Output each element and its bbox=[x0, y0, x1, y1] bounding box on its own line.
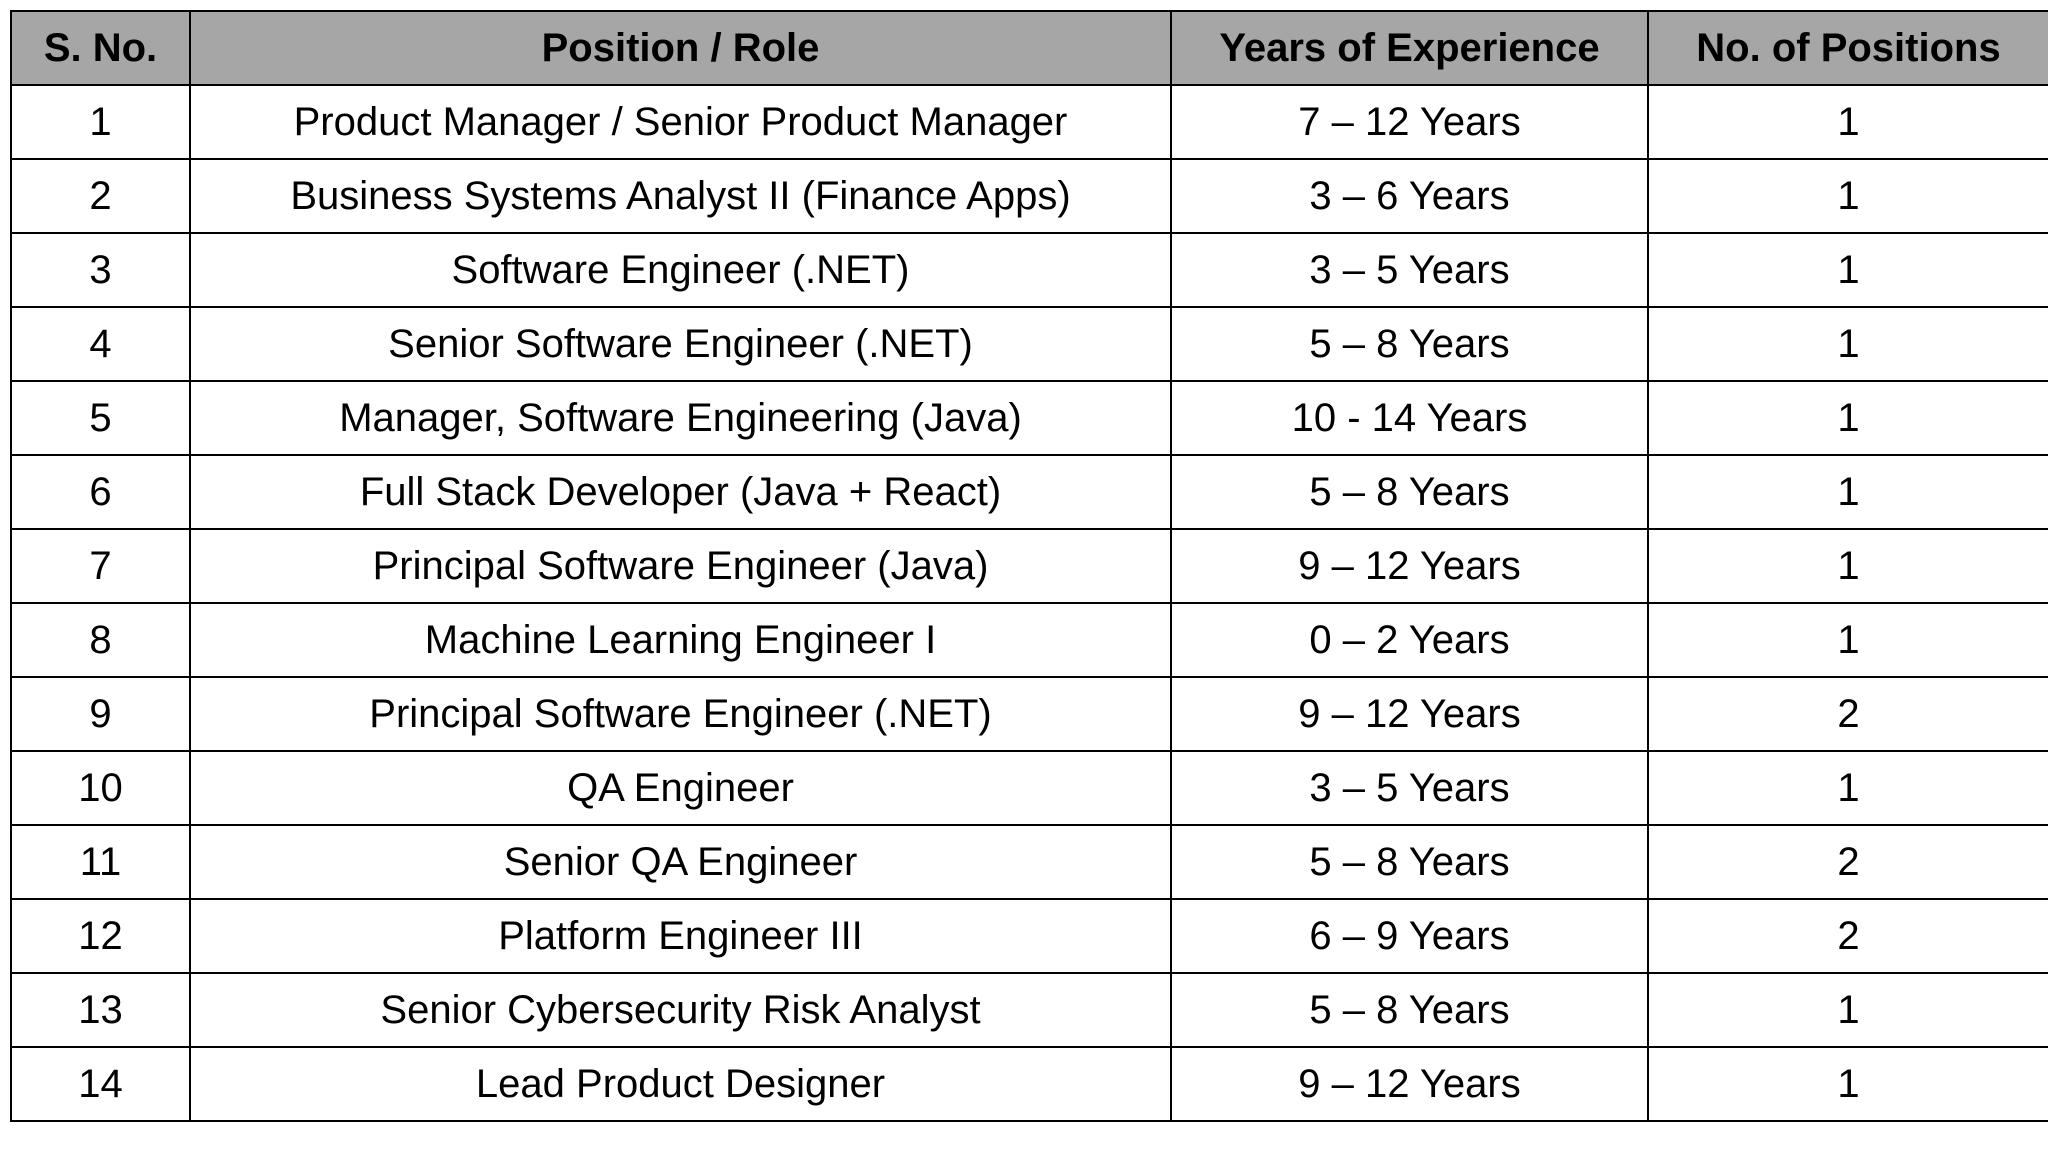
table-cell: 9 – 12 Years bbox=[1170, 676, 1649, 752]
table-cell: 5 – 8 Years bbox=[1170, 306, 1649, 382]
header-cell: S. No. bbox=[10, 10, 191, 86]
table-cell: Senior Software Engineer (.NET) bbox=[189, 306, 1172, 382]
table-cell: Senior QA Engineer bbox=[189, 824, 1172, 900]
table-cell: 14 bbox=[10, 1046, 191, 1122]
header-cell: No. of Positions bbox=[1647, 10, 2048, 86]
table-row: 10 QA Engineer 3 – 5 Years 1 bbox=[10, 750, 2048, 826]
table-cell: Machine Learning Engineer I bbox=[189, 602, 1172, 678]
table-row: 3 Software Engineer (.NET) 3 – 5 Years 1 bbox=[10, 232, 2048, 308]
table-cell: 1 bbox=[10, 84, 191, 160]
table-cell: 3 – 5 Years bbox=[1170, 750, 1649, 826]
table-row: 11 Senior QA Engineer 5 – 8 Years 2 bbox=[10, 824, 2048, 900]
table-cell: 1 bbox=[1647, 306, 2048, 382]
table-cell: Product Manager / Senior Product Manager bbox=[189, 84, 1172, 160]
table-cell: 2 bbox=[1647, 676, 2048, 752]
table-cell: 11 bbox=[10, 824, 191, 900]
table-cell: 1 bbox=[1647, 972, 2048, 1048]
table-row: 7 Principal Software Engineer (Java) 9 – 1… bbox=[10, 528, 2048, 604]
table-body: 1 Product Manager / Senior Product Manage… bbox=[10, 84, 2048, 1122]
table-row: 2 Business Systems Analyst II (Finance Ap… bbox=[10, 158, 2048, 234]
header-cell: Position / Role bbox=[189, 10, 1172, 86]
table-cell: 7 – 12 Years bbox=[1170, 84, 1649, 160]
table-cell: 1 bbox=[1647, 602, 2048, 678]
table-row: 12 Platform Engineer III 6 – 9 Years 2 bbox=[10, 898, 2048, 974]
table-row: 5 Manager, Software Engineering (Java) 10 … bbox=[10, 380, 2048, 456]
header-row: S. No. Position / Role Years of Experience… bbox=[10, 10, 2048, 86]
table-cell: 10 - 14 Years bbox=[1170, 380, 1649, 456]
table-header: S. No. Position / Role Years of Experience… bbox=[10, 10, 2048, 86]
table-cell: 1 bbox=[1647, 380, 2048, 456]
table-cell: 3 bbox=[10, 232, 191, 308]
table-row: 13 Senior Cybersecurity Risk Analyst 5 – 8… bbox=[10, 972, 2048, 1048]
table-cell: Manager, Software Engineering (Java) bbox=[189, 380, 1172, 456]
table-cell: 2 bbox=[10, 158, 191, 234]
table-cell: QA Engineer bbox=[189, 750, 1172, 826]
table-cell: 9 – 12 Years bbox=[1170, 528, 1649, 604]
table-cell: Business Systems Analyst II (Finance App… bbox=[189, 158, 1172, 234]
header-cell: Years of Experience bbox=[1170, 10, 1649, 86]
table-cell: 8 bbox=[10, 602, 191, 678]
table-cell: 10 bbox=[10, 750, 191, 826]
table-cell: 5 bbox=[10, 380, 191, 456]
table-cell: 1 bbox=[1647, 750, 2048, 826]
table-cell: 5 – 8 Years bbox=[1170, 454, 1649, 530]
table-cell: 9 bbox=[10, 676, 191, 752]
table-cell: Principal Software Engineer (Java) bbox=[189, 528, 1172, 604]
table-cell: 7 bbox=[10, 528, 191, 604]
table-cell: 9 – 12 Years bbox=[1170, 1046, 1649, 1122]
table-row: 4 Senior Software Engineer (.NET) 5 – 8 Ye… bbox=[10, 306, 2048, 382]
table-cell: 3 – 5 Years bbox=[1170, 232, 1649, 308]
table-cell: 12 bbox=[10, 898, 191, 974]
table-cell: 1 bbox=[1647, 158, 2048, 234]
table-row: 1 Product Manager / Senior Product Manage… bbox=[10, 84, 2048, 160]
table-cell: 5 – 8 Years bbox=[1170, 972, 1649, 1048]
table-cell: 2 bbox=[1647, 898, 2048, 974]
table-cell: 4 bbox=[10, 306, 191, 382]
table-cell: 0 – 2 Years bbox=[1170, 602, 1649, 678]
table-cell: Senior Cybersecurity Risk Analyst bbox=[189, 972, 1172, 1048]
table-cell: 2 bbox=[1647, 824, 2048, 900]
table-cell: 5 – 8 Years bbox=[1170, 824, 1649, 900]
table-cell: 1 bbox=[1647, 232, 2048, 308]
table-cell: 1 bbox=[1647, 84, 2048, 160]
table-cell: Full Stack Developer (Java + React) bbox=[189, 454, 1172, 530]
table-cell: 13 bbox=[10, 972, 191, 1048]
table-cell: Software Engineer (.NET) bbox=[189, 232, 1172, 308]
table-cell: 1 bbox=[1647, 454, 2048, 530]
table-row: 14 Lead Product Designer 9 – 12 Years 1 bbox=[10, 1046, 2048, 1122]
table-cell: Platform Engineer III bbox=[189, 898, 1172, 974]
positions-table: S. No. Position / Role Years of Experience… bbox=[10, 10, 2048, 1122]
table-cell: 1 bbox=[1647, 528, 2048, 604]
table-row: 9 Principal Software Engineer (.NET) 9 – 1… bbox=[10, 676, 2048, 752]
table-cell: Principal Software Engineer (.NET) bbox=[189, 676, 1172, 752]
table-row: 6 Full Stack Developer (Java + React) 5 – … bbox=[10, 454, 2048, 530]
table-cell: Lead Product Designer bbox=[189, 1046, 1172, 1122]
table-cell: 6 bbox=[10, 454, 191, 530]
table-cell: 6 – 9 Years bbox=[1170, 898, 1649, 974]
table-cell: 3 – 6 Years bbox=[1170, 158, 1649, 234]
table-cell: 1 bbox=[1647, 1046, 2048, 1122]
